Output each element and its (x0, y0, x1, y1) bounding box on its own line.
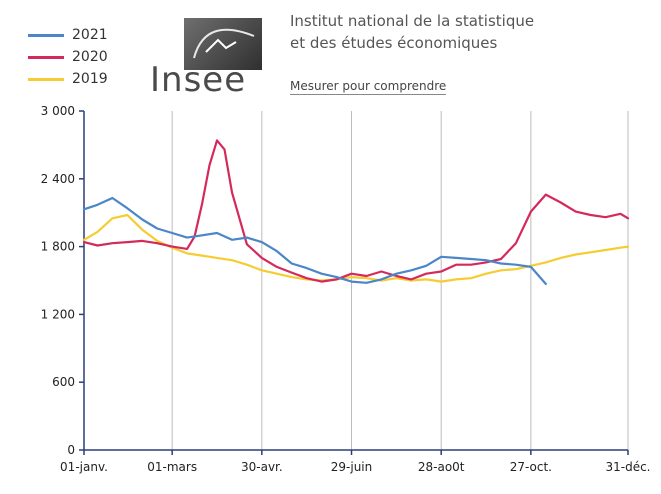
x-tick-label-3: 29-juin (331, 460, 372, 474)
y-tick-label-5: 3 000 (41, 104, 75, 118)
legend-label-2021: 2021 (72, 27, 108, 43)
legend-swatch-2019 (28, 77, 64, 81)
y-tick-label-2: 1 200 (41, 307, 75, 321)
institution-line-2: et des études économiques (290, 34, 498, 52)
y-tick-label-0: 0 (67, 443, 75, 457)
x-tick-label-1: 01-mars (147, 460, 197, 474)
y-tick-label-1: 600 (52, 375, 75, 389)
legend-label-2019: 2019 (72, 71, 108, 87)
legend-item-2019: 2019 (28, 68, 108, 90)
x-tick-label-6: 31-déc. (605, 460, 650, 474)
y-tick-label-3: 1 800 (41, 240, 75, 254)
legend-swatch-2021 (28, 33, 64, 37)
x-tick-label-2: 30-avr. (241, 460, 283, 474)
x-tick-label-0: 01-janv. (60, 460, 108, 474)
series-line-2020 (82, 139, 630, 283)
tagline-link[interactable]: Mesurer pour comprendre (290, 79, 447, 95)
insee-logo-emblem-icon (184, 18, 262, 70)
legend-item-2021: 2021 (28, 24, 108, 46)
legend-item-2020: 2020 (28, 46, 108, 68)
institution-line-1: Institut national de la statistique (290, 12, 535, 30)
legend-label-2020: 2020 (72, 49, 108, 65)
x-tick-label-4: 28-ao0t (418, 460, 465, 474)
y-tick-label-4: 2 400 (41, 172, 75, 186)
legend: 2021 2020 2019 (28, 24, 108, 90)
insee-logo-text: Insee (150, 60, 247, 100)
legend-swatch-2020 (28, 55, 64, 59)
x-tick-label-5: 27-oct. (510, 460, 552, 474)
series-line-2021 (82, 196, 547, 285)
series-line-2019 (82, 213, 630, 283)
